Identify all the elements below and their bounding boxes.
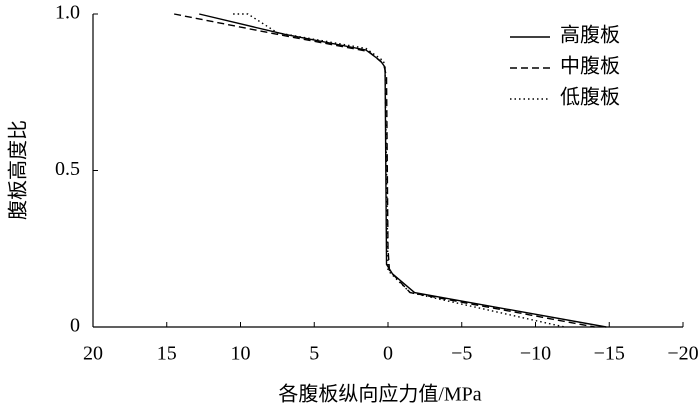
line-series bbox=[173, 13, 595, 328]
x-tick-label: −5 bbox=[451, 343, 472, 365]
x-tick-label: 10 bbox=[231, 343, 251, 365]
x-tick-label: 5 bbox=[309, 343, 319, 365]
x-tick-label: −15 bbox=[594, 343, 625, 365]
line-series bbox=[199, 13, 607, 328]
y-tick-label: 0 bbox=[70, 315, 80, 337]
y-tick-label: 1.0 bbox=[55, 2, 80, 24]
legend-label: 中腹板 bbox=[560, 55, 620, 78]
line-series bbox=[233, 13, 566, 328]
legend-label: 高腹板 bbox=[560, 24, 620, 47]
y-tick-label: 0.5 bbox=[55, 158, 80, 180]
x-axis-title: 各腹板纵向应力值/MPa bbox=[278, 383, 481, 406]
x-tick-label: 15 bbox=[157, 343, 177, 365]
x-tick-label: 20 bbox=[83, 343, 103, 365]
x-tick-label: −10 bbox=[520, 343, 551, 365]
legend-label: 低腹板 bbox=[560, 86, 620, 109]
x-tick-label: 0 bbox=[383, 343, 393, 365]
x-tick-label: −20 bbox=[667, 343, 698, 365]
y-axis-title: 腹板高度比 bbox=[7, 120, 30, 220]
